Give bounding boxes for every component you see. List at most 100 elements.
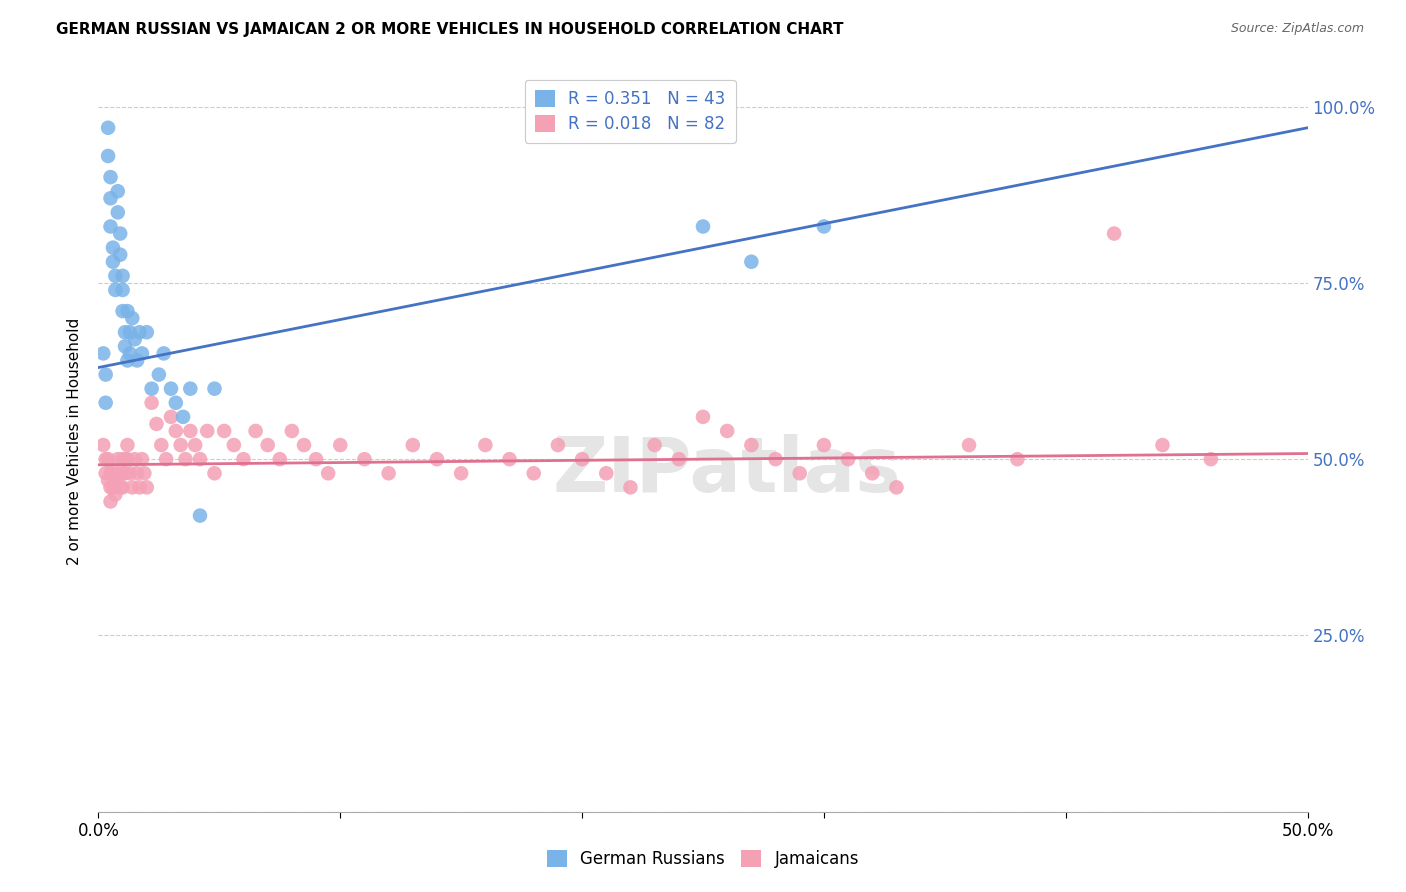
Point [305, 452, 328, 467]
Point [1199, 452, 1222, 467]
Point [150, 438, 173, 452]
Point [107, 452, 129, 467]
Point [94, 467, 117, 481]
Point [91, 346, 114, 360]
Point [118, 325, 141, 339]
Point [100, 170, 122, 185]
Point [111, 268, 134, 283]
Point [111, 452, 134, 467]
Point [353, 452, 375, 467]
Point [160, 409, 183, 424]
Point [195, 424, 218, 438]
Point [114, 467, 136, 481]
Point [100, 494, 122, 508]
Text: Source: ZipAtlas.com: Source: ZipAtlas.com [1230, 22, 1364, 36]
Point [571, 452, 593, 467]
Point [108, 248, 131, 262]
Point [1102, 227, 1125, 241]
Point [789, 467, 811, 481]
Point [117, 438, 139, 452]
Point [134, 467, 156, 481]
Point [107, 205, 129, 219]
Point [94, 368, 117, 382]
Point [141, 382, 163, 396]
Point [172, 409, 194, 424]
Point [107, 467, 129, 481]
Point [108, 227, 131, 241]
Point [141, 396, 163, 410]
Point [135, 325, 157, 339]
Point [377, 467, 399, 481]
Point [716, 424, 738, 438]
Point [111, 283, 134, 297]
Point [118, 346, 141, 360]
Point [121, 311, 143, 326]
Point [145, 417, 167, 431]
Point [179, 424, 201, 438]
Point [813, 219, 835, 234]
Point [329, 438, 352, 452]
Point [402, 438, 425, 452]
Point [692, 409, 714, 424]
Point [222, 438, 245, 452]
Point [188, 508, 211, 523]
Point [169, 438, 191, 452]
Point [668, 452, 690, 467]
Point [232, 452, 254, 467]
Point [269, 452, 291, 467]
Point [813, 438, 835, 452]
Point [117, 452, 139, 467]
Point [97, 452, 120, 467]
Point [104, 283, 127, 297]
Point [148, 368, 170, 382]
Point [124, 452, 146, 467]
Point [127, 353, 149, 368]
Point [124, 332, 146, 346]
Point [91, 438, 114, 452]
Point [212, 424, 235, 438]
Point [101, 254, 124, 268]
Point [188, 452, 211, 467]
Point [121, 480, 143, 494]
Point [740, 254, 762, 268]
Point [97, 473, 120, 487]
Point [100, 191, 122, 205]
Point [117, 353, 139, 368]
Point [114, 339, 136, 353]
Point [245, 424, 267, 438]
Point [114, 325, 136, 339]
Point [152, 346, 174, 360]
Point [165, 396, 187, 410]
Point [101, 467, 124, 481]
Point [127, 467, 149, 481]
Point [101, 241, 124, 255]
Point [135, 480, 157, 494]
Point [174, 452, 197, 467]
Point [644, 438, 666, 452]
Point [131, 452, 153, 467]
Point [117, 304, 139, 318]
Point [165, 424, 187, 438]
Point [292, 438, 315, 452]
Point [97, 120, 120, 135]
Point [100, 467, 122, 481]
Point [765, 452, 787, 467]
Point [111, 467, 134, 481]
Point [108, 480, 131, 494]
Point [104, 487, 127, 501]
Text: ZIPatlas: ZIPatlas [553, 434, 901, 508]
Point [316, 467, 339, 481]
Point [114, 452, 136, 467]
Point [523, 467, 546, 481]
Point [498, 452, 520, 467]
Point [281, 424, 304, 438]
Point [101, 480, 124, 494]
Point [104, 473, 127, 487]
Point [426, 452, 449, 467]
Point [619, 480, 641, 494]
Point [111, 304, 134, 318]
Point [692, 219, 714, 234]
Point [1152, 438, 1174, 452]
Point [160, 382, 183, 396]
Point [595, 467, 617, 481]
